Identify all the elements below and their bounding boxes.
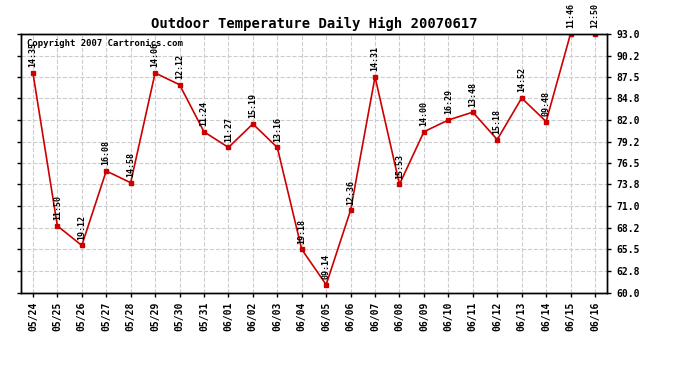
Text: 09:14: 09:14 xyxy=(322,254,331,279)
Text: 13:48: 13:48 xyxy=(469,82,477,106)
Text: 09:48: 09:48 xyxy=(542,91,551,116)
Text: 11:46: 11:46 xyxy=(566,3,575,28)
Text: 19:18: 19:18 xyxy=(297,219,306,244)
Text: 15:18: 15:18 xyxy=(493,109,502,134)
Text: 14:00: 14:00 xyxy=(420,101,428,126)
Text: 14:52: 14:52 xyxy=(518,68,526,93)
Text: 16:08: 16:08 xyxy=(101,140,110,165)
Text: 16:29: 16:29 xyxy=(444,90,453,114)
Text: 14:35: 14:35 xyxy=(28,42,37,68)
Text: 11:27: 11:27 xyxy=(224,117,233,142)
Text: 12:50: 12:50 xyxy=(591,3,600,28)
Text: 14:58: 14:58 xyxy=(126,152,135,177)
Text: 14:31: 14:31 xyxy=(371,46,380,71)
Text: 13:16: 13:16 xyxy=(273,117,282,142)
Text: 12:36: 12:36 xyxy=(346,180,355,205)
Text: 12:12: 12:12 xyxy=(175,54,184,79)
Text: 15:53: 15:53 xyxy=(395,154,404,179)
Text: Copyright 2007 Cartronics.com: Copyright 2007 Cartronics.com xyxy=(26,39,182,48)
Text: 15:19: 15:19 xyxy=(248,93,257,118)
Text: 11:50: 11:50 xyxy=(53,195,62,220)
Text: 19:12: 19:12 xyxy=(77,215,86,240)
Title: Outdoor Temperature Daily High 20070617: Outdoor Temperature Daily High 20070617 xyxy=(150,17,477,31)
Text: 14:06: 14:06 xyxy=(150,42,159,68)
Text: 11:24: 11:24 xyxy=(199,101,208,126)
